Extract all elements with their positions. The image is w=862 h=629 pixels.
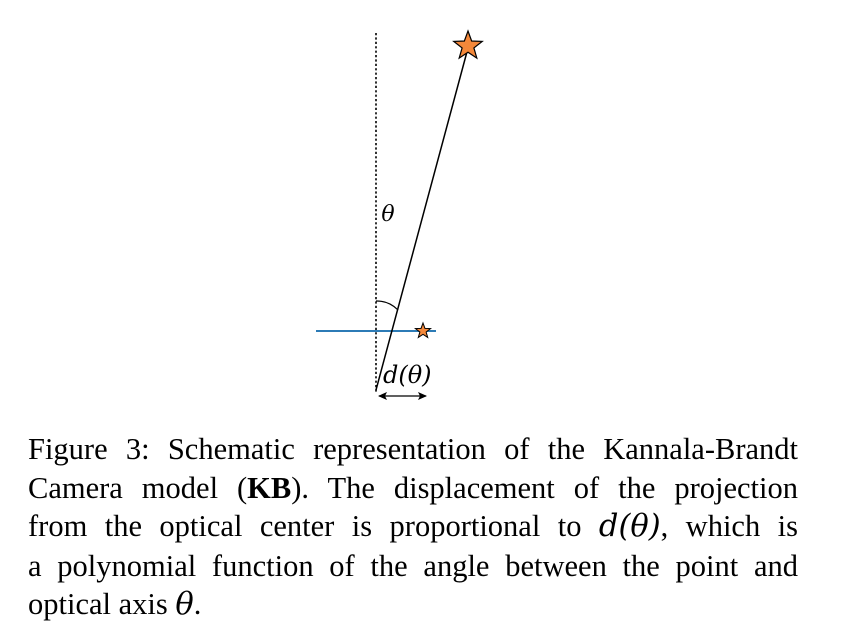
caption-text: , which is (660, 509, 798, 543)
displacement-label: d(θ) (383, 361, 432, 389)
caption-line-4: a polynomial function of the angle betwe… (28, 548, 798, 583)
caption-text: . (193, 587, 202, 621)
theta-arc (375, 300, 399, 311)
projection-ray (375, 47, 469, 391)
caption-line-2: Camera model (KB). The displacement of t… (28, 469, 798, 508)
scene-point-star-icon (452, 29, 484, 60)
kb-camera-diagram: θ d(θ) (316, 29, 484, 400)
theta-symbol: θ (175, 587, 194, 622)
caption-line-5: optical axis θ. (28, 585, 798, 625)
caption-text: optical axis (28, 587, 176, 621)
caption-text: ). The displacement of the projection (291, 470, 798, 505)
figure-caption: Figure 3: Schematic representation of th… (28, 430, 798, 625)
caption-text: from the optical center is proportional … (28, 509, 599, 543)
model-abbreviation: KB (247, 470, 292, 505)
caption-text: Camera model ( (28, 470, 248, 505)
caption-line-3: from the optical center is proportional … (28, 507, 798, 547)
theta-label: θ (381, 202, 394, 227)
displacement-symbol: d(θ) (598, 509, 661, 544)
projected-point-star-icon (413, 321, 433, 339)
caption-line-1: Figure 3: Schematic representation of th… (28, 432, 798, 466)
